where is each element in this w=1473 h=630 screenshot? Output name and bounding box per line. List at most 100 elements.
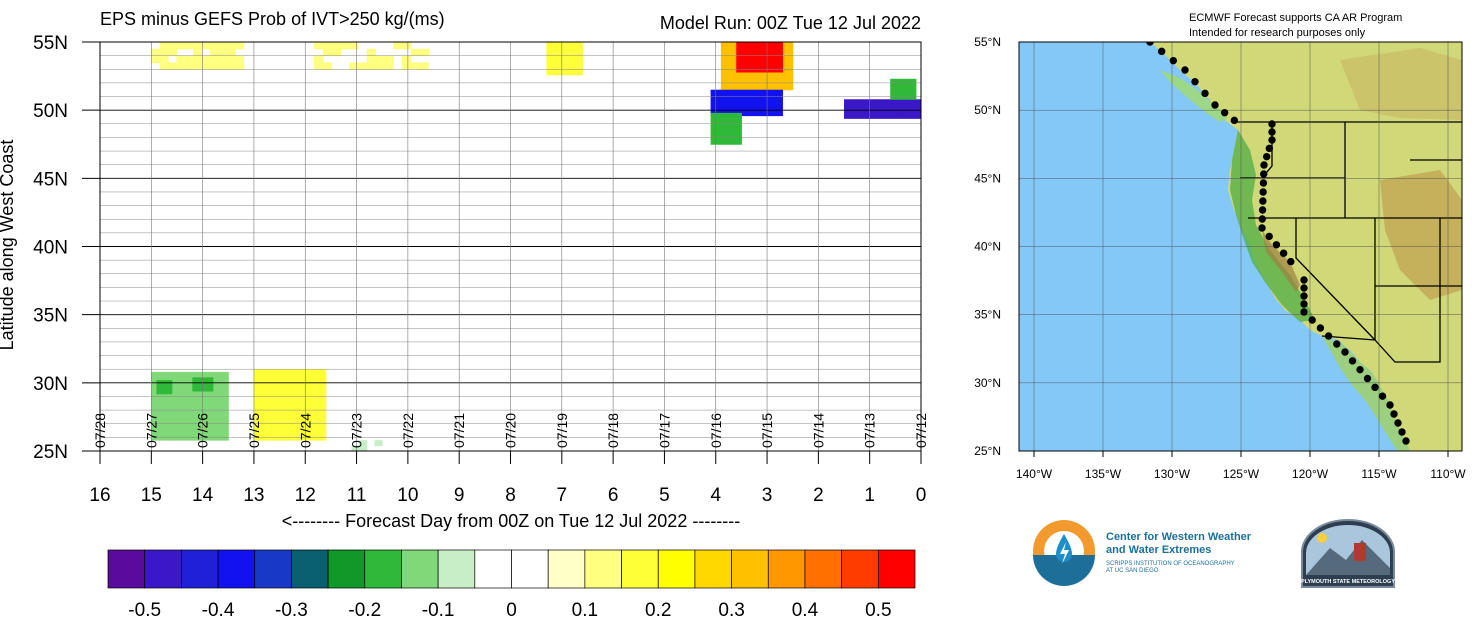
heatmap-cell	[168, 412, 178, 421]
heatmap-cell	[573, 55, 583, 63]
x-tick-label: 10	[397, 485, 418, 506]
heatmap-cell	[912, 111, 922, 119]
heatmap-cell	[307, 411, 318, 420]
heatmap-cell	[176, 171, 187, 179]
heatmap-cell	[262, 404, 273, 413]
heatmap-cell	[202, 412, 212, 421]
coastal-point	[1402, 437, 1410, 445]
observatory-icon	[1354, 543, 1366, 561]
heatmap-cell	[202, 426, 212, 434]
heatmap-cell	[659, 91, 669, 99]
heatmap-cell	[736, 64, 747, 73]
heatmap-cell	[253, 404, 264, 413]
heatmap-cell	[159, 426, 169, 434]
heatmap-cell	[720, 55, 731, 63]
heatmap-cell	[219, 412, 229, 421]
coastal-point	[1300, 276, 1308, 284]
heatmap-cell	[210, 55, 219, 63]
heatmap-cell	[728, 89, 739, 97]
heatmap-region	[192, 377, 214, 392]
coastal-point	[1371, 383, 1379, 392]
heatmap-cell	[783, 62, 794, 70]
coastal-point	[1265, 232, 1273, 241]
colorbar-swatch	[731, 549, 769, 589]
heatmap-cell	[572, 280, 583, 288]
heatmap-cell	[280, 376, 291, 384]
x-tick-label: 16	[89, 485, 110, 506]
heatmap-cell	[733, 119, 742, 126]
heatmap-cell	[402, 62, 412, 70]
heatmap-cell	[211, 426, 221, 434]
heatmap-cell	[783, 76, 794, 84]
heatmap-cell	[176, 137, 187, 145]
date-label: 07/15	[759, 413, 775, 448]
heatmap-cell	[307, 425, 318, 434]
heatmap-cell	[675, 104, 685, 112]
heatmap-cell	[298, 383, 309, 391]
heatmap-cell	[561, 253, 573, 261]
heatmap-cell	[773, 102, 783, 110]
y-tick-label: 35N	[33, 306, 68, 327]
heatmap-cell	[289, 390, 300, 399]
colorbar-label: -0.4	[202, 600, 235, 621]
heatmap-cell	[869, 99, 879, 107]
heatmap-cell	[176, 412, 187, 421]
date-label: 07/23	[349, 413, 365, 448]
heatmap-cell	[764, 109, 774, 117]
coastal-point	[1262, 152, 1271, 161]
heatmap-cell	[307, 383, 318, 391]
date-label: 07/24	[297, 413, 313, 448]
map-lon-label: 140°W	[1016, 467, 1053, 481]
heatmap-cell	[201, 62, 211, 70]
heatmap-cell	[720, 62, 731, 70]
coastal-point	[1260, 161, 1268, 169]
heatmap-cell	[185, 178, 195, 186]
coastal-point	[1390, 410, 1398, 418]
heatmap-cell	[745, 42, 756, 50]
heatmap-cell	[773, 56, 783, 65]
heatmap-cell	[720, 69, 731, 77]
heatmap-cell	[737, 96, 748, 104]
heatmap-region	[351, 440, 383, 452]
x-tick-label: 8	[505, 485, 516, 506]
heatmap-cell	[176, 62, 186, 70]
heatmap-cell	[898, 78, 908, 87]
heatmap-cell	[366, 55, 377, 63]
heatmap-cell	[289, 433, 300, 441]
heatmap-cell	[211, 419, 221, 427]
heatmap-cell	[211, 371, 221, 380]
heatmap-cell	[202, 384, 214, 392]
heatmap-cell	[176, 406, 187, 414]
y-tick-label: 45N	[33, 169, 68, 190]
colorbar-swatch	[254, 549, 292, 589]
heatmap-cell	[898, 92, 908, 100]
coastal-point	[1356, 365, 1364, 374]
heatmap-cell	[375, 62, 385, 70]
heatmap-cell	[393, 42, 403, 50]
heatmap-cell	[402, 55, 412, 63]
heatmap-cell	[692, 91, 701, 99]
heatmap-cell	[211, 385, 221, 393]
heatmap-cell	[719, 96, 730, 104]
heatmap-cell	[316, 390, 327, 399]
heatmap-cell	[151, 191, 161, 200]
heatmap-region	[151, 137, 204, 200]
x-tick-label: 14	[192, 485, 214, 506]
heatmap-cell	[151, 433, 161, 441]
heatmap-cell	[755, 89, 765, 97]
heatmap-cell	[869, 105, 879, 113]
heatmap-cell	[168, 48, 178, 57]
coastal-point	[1287, 257, 1295, 266]
colorbar-swatch	[547, 549, 586, 589]
heatmap-cell	[253, 418, 264, 427]
heatmap-cell	[253, 411, 264, 420]
heatmap-cell	[719, 89, 730, 97]
heatmap-cell	[755, 96, 765, 104]
x-tick-label: 7	[557, 485, 568, 506]
heatmap-cell	[878, 105, 888, 113]
heatmap-cell	[235, 42, 245, 50]
heatmap-cell	[718, 131, 727, 139]
colorbar-label: 0.2	[645, 600, 671, 621]
heatmap-cell	[710, 109, 721, 117]
heatmap-cell	[774, 82, 785, 91]
